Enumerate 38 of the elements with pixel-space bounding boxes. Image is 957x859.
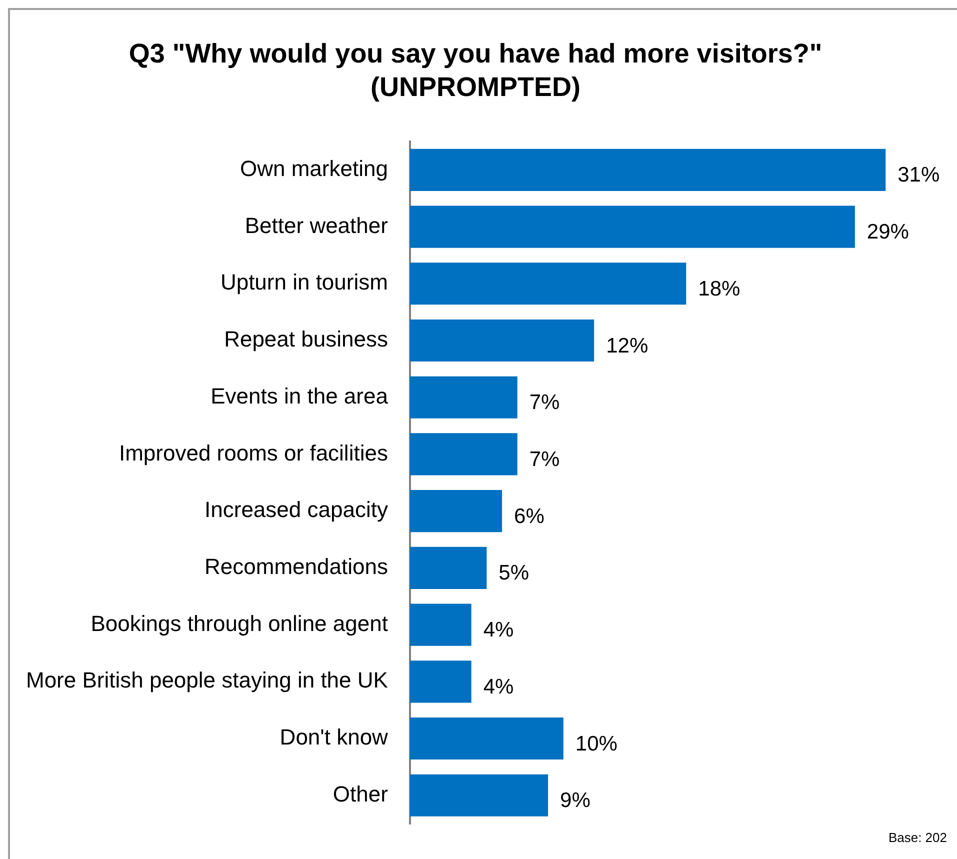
data-label: 6% [514, 504, 544, 528]
bar [410, 660, 472, 703]
y-tick-label: Improved rooms or facilities [118, 440, 388, 466]
chart-title: Q3 "Why would you say you have had more visitors?" (UNPROMPTED) [128, 38, 822, 102]
y-tick-label: Better weather [244, 212, 388, 238]
y-tick-label: Don't know [280, 724, 388, 750]
data-label: 9% [560, 789, 590, 812]
y-tick-label: Bookings through online agent [90, 610, 388, 636]
bar [410, 433, 518, 476]
y-tick-label: More British people staying in the UK [26, 668, 388, 693]
bar [410, 604, 472, 646]
bar [410, 490, 502, 532]
y-tick-label: Events in the area [210, 383, 389, 408]
bar [410, 546, 487, 589]
data-label: 18% [698, 277, 740, 300]
data-label: 10% [575, 732, 618, 756]
bar [410, 774, 548, 816]
bar [410, 717, 564, 760]
data-label: 4% [483, 618, 514, 642]
data-label: 4% [483, 675, 514, 698]
y-tick-label: Increased capacity [204, 497, 388, 522]
bar [410, 206, 855, 248]
bar [410, 376, 518, 418]
y-tick-label: Own marketing [240, 156, 388, 181]
data-label: 7% [529, 391, 560, 414]
data-label: 12% [606, 334, 648, 358]
y-tick-label: Recommendations [204, 554, 388, 579]
y-tick-label: Repeat business [224, 326, 388, 352]
bar [410, 319, 594, 362]
y-tick-label: Upturn in tourism [220, 270, 388, 295]
data-label: 29% [866, 220, 909, 244]
data-label: 31% [898, 164, 940, 187]
data-label: 7% [529, 448, 560, 472]
y-tick-label: Other [332, 781, 388, 806]
bar [410, 148, 886, 191]
text: Base: 202 [888, 830, 947, 845]
data-label: 5% [498, 562, 530, 585]
bar [410, 262, 686, 305]
